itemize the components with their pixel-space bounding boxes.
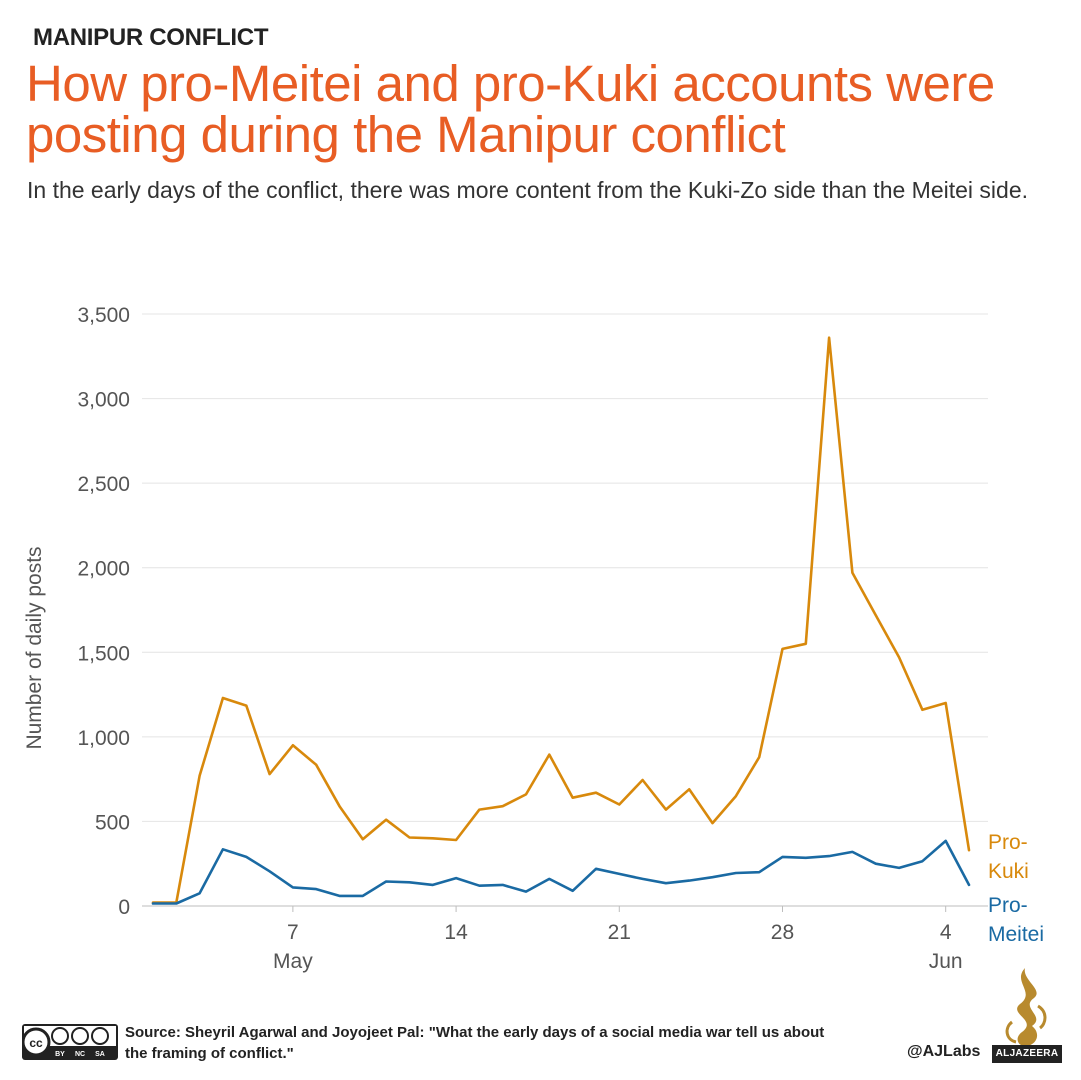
chart-title: How pro-Meitei and pro-Kuki accounts wer… — [26, 55, 995, 163]
line-chart: 0 500 1,000 1,500 2,000 2,500 3,000 3,500 Number… — [23, 304, 1044, 973]
series-line-pro-meitei — [151, 839, 971, 905]
series-label-pro-meitei: Meitei — [988, 923, 1044, 946]
y-tick-label: 2,500 — [77, 473, 130, 496]
x-tick-month-label: Jun — [929, 950, 963, 973]
x-tick-label: 7 — [287, 921, 299, 944]
license-label-by: BY — [55, 1051, 65, 1058]
license-label-nc: NC — [75, 1051, 85, 1058]
series-label-pro-kuki: Pro- — [988, 831, 1028, 854]
kicker: MANIPUR CONFLICT — [33, 24, 269, 51]
chart-subtitle: In the early days of the conflict, there… — [27, 177, 1028, 203]
series-line-pro-kuki — [151, 336, 971, 904]
aljazeera-logo-icon — [1005, 968, 1047, 1046]
y-tick-label: 0 — [118, 896, 130, 919]
y-tick-label: 500 — [95, 811, 130, 834]
y-tick-label: 3,500 — [77, 304, 130, 327]
x-tick-label: 21 — [608, 921, 631, 944]
logo-wordmark: ALJAZEERA — [992, 1045, 1062, 1063]
y-tick-label: 3,000 — [77, 389, 130, 412]
social-handle: @AJLabs — [907, 1043, 981, 1060]
creative-commons-icon: cc BY NC SA — [22, 1024, 118, 1060]
y-axis-title: Number of daily posts — [23, 546, 46, 749]
x-tick-month-label: May — [273, 950, 313, 973]
x-tick-label: 4 — [940, 921, 952, 944]
y-tick-label: 1,500 — [77, 642, 130, 665]
y-tick-label: 1,000 — [77, 727, 130, 750]
license-label-sa: SA — [95, 1051, 105, 1058]
series-label-pro-meitei: Pro- — [988, 894, 1028, 917]
x-tick-label: 14 — [444, 921, 468, 944]
source-note: Source: Sheyril Agarwal and Joyojeet Pal… — [125, 1024, 825, 1062]
svg-text:cc: cc — [29, 1036, 43, 1050]
y-tick-label: 2,000 — [77, 558, 130, 581]
x-tick-label: 28 — [771, 921, 794, 944]
series-label-pro-kuki: Kuki — [988, 860, 1029, 883]
